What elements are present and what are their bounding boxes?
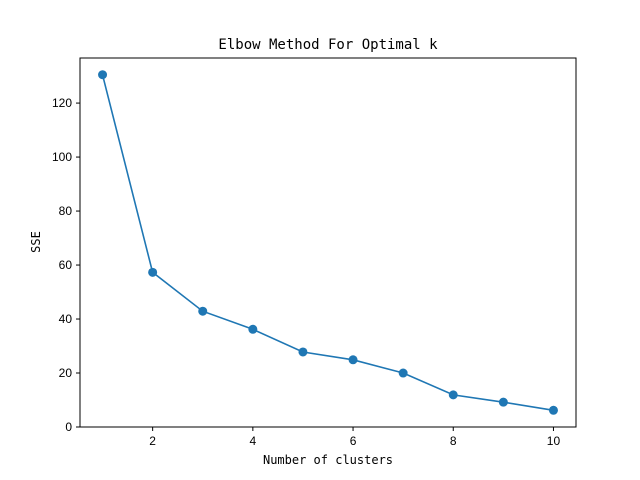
- data-point: [148, 267, 158, 277]
- data-point: [98, 70, 108, 80]
- data-point: [248, 324, 258, 334]
- x-tick-label: 10: [547, 434, 561, 448]
- x-tick-label: 2: [149, 434, 156, 448]
- data-point: [348, 355, 358, 365]
- data-point: [198, 306, 208, 316]
- y-axis: 0 20 40 60 80 100 120: [52, 96, 80, 434]
- data-point: [398, 368, 408, 378]
- x-tick-label: 8: [450, 434, 457, 448]
- y-tick-label: 60: [59, 258, 73, 272]
- data-point: [298, 347, 308, 357]
- y-tick-label: 100: [52, 150, 72, 164]
- x-tick-label: 6: [350, 434, 357, 448]
- x-axis-label: Number of clusters: [263, 453, 393, 467]
- y-tick-label: 20: [59, 366, 73, 380]
- y-tick-label: 0: [65, 420, 72, 434]
- x-tick-label: 4: [250, 434, 257, 448]
- chart-title: Elbow Method For Optimal k: [218, 37, 438, 53]
- data-point: [498, 397, 508, 407]
- y-tick-label: 40: [59, 312, 73, 326]
- data-point: [548, 405, 558, 415]
- y-axis-label: SSE: [29, 231, 43, 253]
- data-points: [98, 70, 558, 415]
- series-line: [101, 74, 554, 412]
- x-axis: 2 4 6 8 10: [149, 427, 560, 448]
- y-tick-label: 80: [59, 204, 73, 218]
- data-point: [448, 390, 458, 400]
- y-tick-label: 120: [52, 96, 72, 110]
- plot-frame: [79, 57, 577, 428]
